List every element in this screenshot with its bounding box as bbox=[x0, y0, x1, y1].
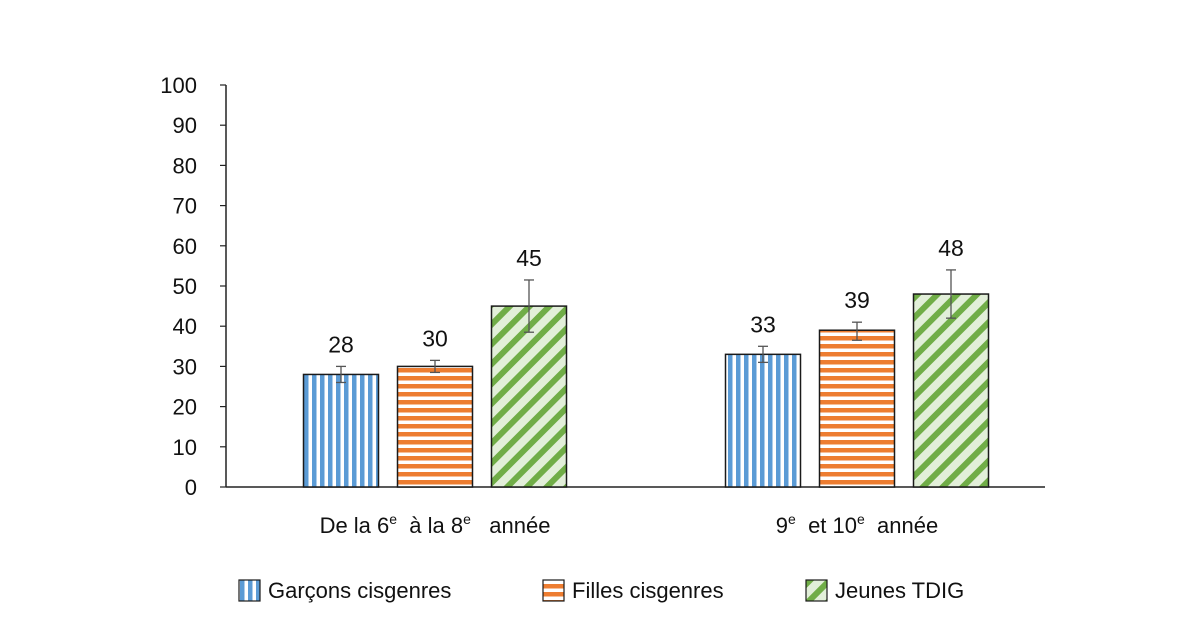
legend: Garçons cisgenres Filles cisgenres Jeunes … bbox=[238, 578, 964, 603]
bar-diagonal-0 bbox=[490, 305, 568, 488]
legend-swatch-diagonal bbox=[805, 579, 828, 602]
category-label-part: 9 bbox=[776, 513, 788, 538]
y-tick-label: 40 bbox=[173, 314, 197, 339]
y-tick-label: 80 bbox=[173, 153, 197, 178]
y-tick-label: 0 bbox=[185, 475, 197, 500]
bars bbox=[302, 269, 990, 488]
y-tick-label: 30 bbox=[173, 354, 197, 379]
legend-label: Jeunes TDIG bbox=[835, 578, 964, 603]
bar-vertical-1 bbox=[724, 353, 802, 488]
category-label: 9e et 10e année bbox=[776, 511, 938, 538]
category-label: De la 6e à la 8e année bbox=[320, 511, 551, 538]
bar-horizontal-0 bbox=[396, 365, 474, 488]
bar-vertical-0 bbox=[302, 373, 380, 488]
category-label-superscript: e bbox=[389, 511, 397, 527]
y-tick-label: 20 bbox=[173, 395, 197, 420]
data-label: 45 bbox=[516, 245, 542, 271]
y-tick-label: 100 bbox=[160, 73, 197, 98]
category-label-part: année bbox=[865, 513, 938, 538]
category-label-superscript: e bbox=[463, 511, 471, 527]
y-tick-label: 60 bbox=[173, 234, 197, 259]
data-label: 33 bbox=[750, 311, 776, 337]
data-label: 39 bbox=[844, 287, 870, 313]
bar-horizontal-1 bbox=[818, 329, 896, 488]
category-label-part: à la 8 bbox=[397, 513, 463, 538]
category-label-part: et 10 bbox=[796, 513, 857, 538]
y-tick-label: 50 bbox=[173, 274, 197, 299]
data-labels: 28 33 30 39 45 48 bbox=[328, 235, 964, 357]
category-label-part: année bbox=[471, 513, 551, 538]
data-label: 28 bbox=[328, 331, 354, 357]
data-label: 48 bbox=[938, 235, 964, 261]
category-label-part: De la 6 bbox=[320, 513, 390, 538]
category-label-superscript: e bbox=[857, 511, 865, 527]
legend-swatch-horizontal bbox=[542, 579, 565, 602]
y-tick-label: 70 bbox=[173, 194, 197, 219]
bar-diagonal-1 bbox=[912, 293, 990, 488]
category-label-superscript: e bbox=[788, 511, 796, 527]
y-tick-label: 90 bbox=[173, 113, 197, 138]
y-tick-label: 10 bbox=[173, 435, 197, 460]
legend-label: Garçons cisgenres bbox=[268, 578, 451, 603]
legend-label: Filles cisgenres bbox=[572, 578, 724, 603]
legend-swatch-vertical bbox=[238, 579, 261, 602]
data-label: 30 bbox=[422, 325, 448, 351]
